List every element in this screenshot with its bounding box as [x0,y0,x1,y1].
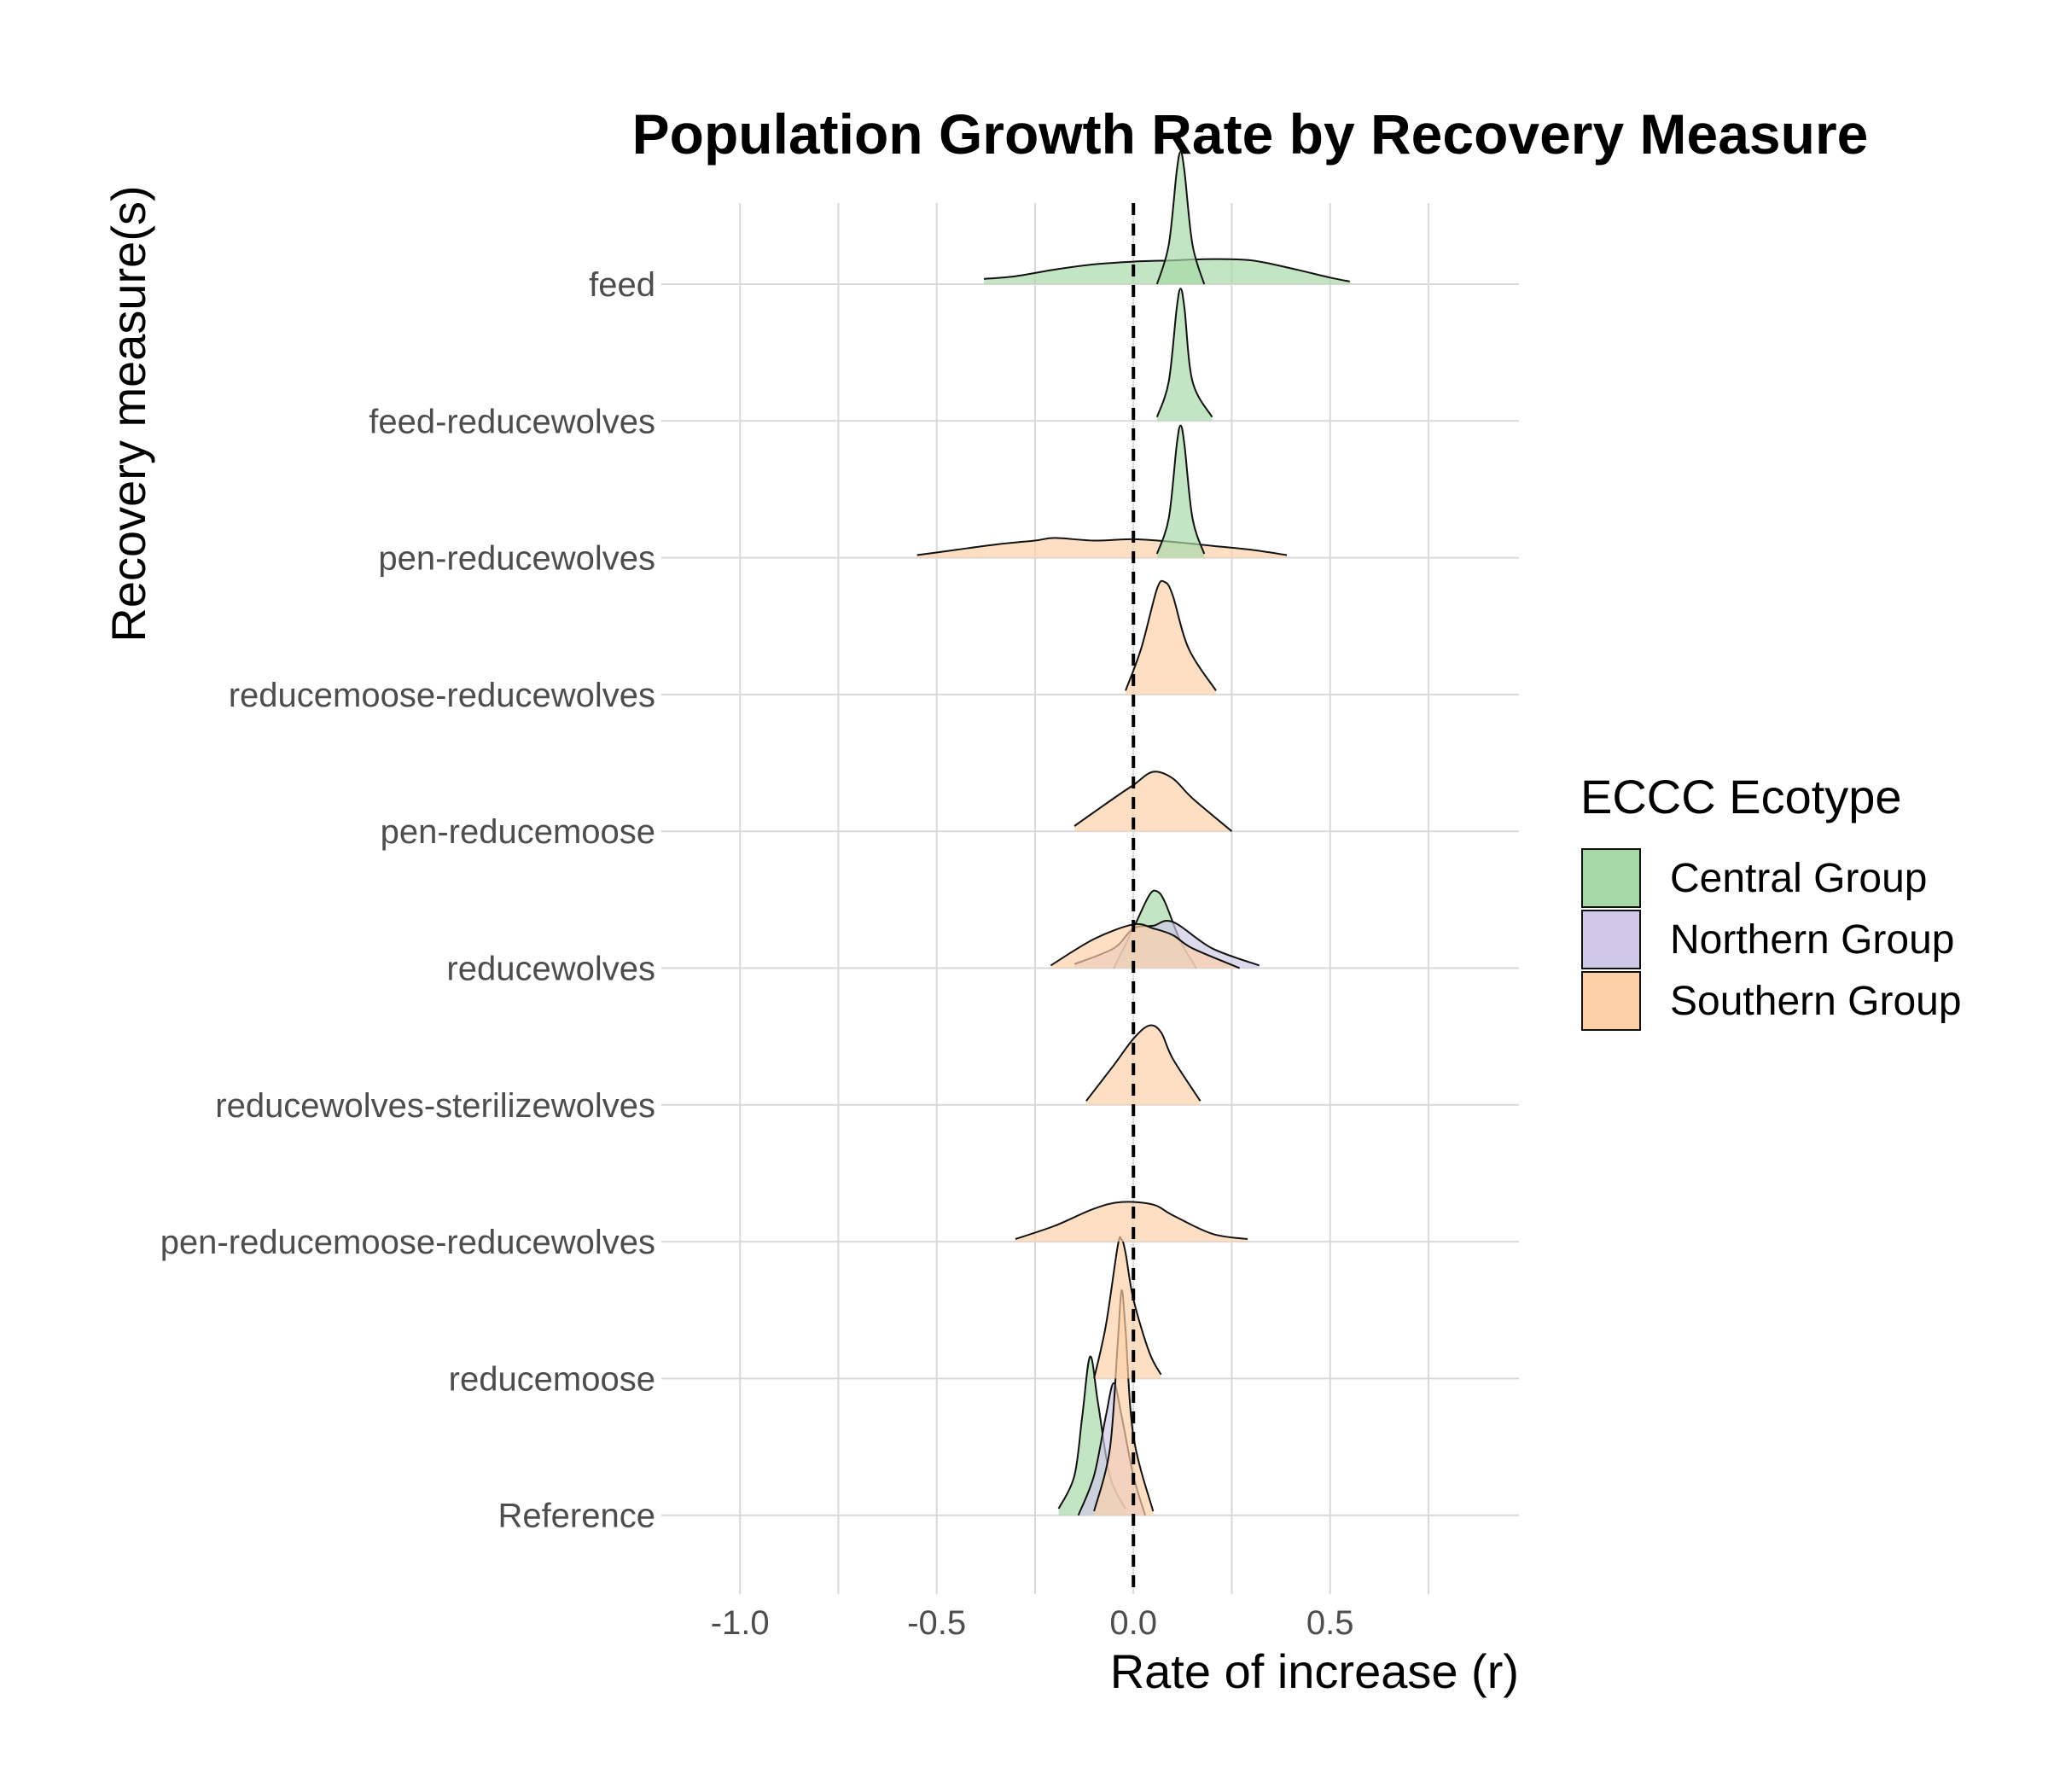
ridge-outline [1015,1201,1248,1240]
y-tick-label-reducewolves: reducewolves [446,951,655,988]
ridge-reducewolves-southern-group [1050,922,1241,969]
legend-label-northern-group: Northern Group [1670,917,1955,963]
ridge-outline [1155,288,1213,418]
ridge-area [1050,923,1240,969]
y-tick-label-pen-reducewolves: pen-reducewolves [378,540,655,578]
y-tick-label-reducemoose: reducemoose [449,1360,655,1398]
x-axis-title: Rate of increase (r) [1110,1644,1519,1698]
legend-label-southern-group: Southern Group [1670,979,1962,1024]
ridge-outline [1050,922,1241,969]
y-axis-tick-labels: feed feed-reducewolves pen-reducewolves red… [160,266,655,1535]
ridge-area [1126,580,1216,695]
ridge-outline [1073,771,1233,832]
ridge-area [1074,771,1232,832]
y-tick-label-feed: feed [589,266,655,304]
ridge-reducemoose-southern-group [1093,1236,1162,1379]
ridge-area [1094,1236,1161,1379]
ridge-area [1085,1025,1201,1105]
ridge-feed-central-group [1155,151,1206,285]
ridge-reducemoose-reducewolves-southern-group [1125,579,1217,695]
x-tick-label: -1.0 [711,1604,770,1642]
legend-title: ECCC Ecotype [1580,770,1902,823]
chart-title: Population Growth Rate by Recovery Measu… [632,102,1869,166]
y-tick-label-reference: Reference [497,1498,655,1535]
ridge-outline [1125,579,1217,691]
ridge-reducewolves-sterilizewolves-southern-group [1085,1024,1201,1105]
legend-swatch-central-group [1581,848,1641,908]
ridge-outline [916,537,1288,556]
x-tick-label: 0.5 [1306,1604,1354,1642]
legend-label-central-group: Central Group [1670,856,1927,901]
ridge-area [1015,1201,1248,1242]
ridge-area [1156,425,1205,558]
ridge-pen-reducewolves-central-group [1155,424,1206,558]
y-tick-label-feed-reducewolves: feed-reducewolves [369,403,655,440]
x-tick-label: -0.5 [907,1604,966,1642]
y-tick-label-pen-reducemoose: pen-reducemoose [381,813,655,851]
ridge-outline [1155,151,1206,285]
ridge-outline [1155,424,1206,555]
ridge-feed-reducewolves-central-group [1155,288,1213,422]
ridge-area [1156,152,1205,284]
ridge-area [1156,288,1213,422]
ridge-pen-reducemoose-southern-group [1073,771,1233,832]
y-tick-label-pen-reducemoose-reducewolves: pen-reducemoose-reducewolves [160,1224,655,1261]
x-tick-label: 0.0 [1109,1604,1157,1642]
y-axis-title: Recovery measure(s) [102,185,155,642]
ridge-pen-reducemoose-reducewolves-southern-group [1015,1201,1248,1242]
ridge-outline [1085,1024,1201,1102]
ridge-outline [1093,1236,1162,1379]
legend: ECCC Ecotype Central Group Northern Group… [1580,770,1962,1031]
y-tick-label-reducemoose-reducewolves: reducemoose-reducewolves [229,677,655,714]
legend-swatch-southern-group [1581,971,1641,1031]
x-axis-tick-labels: -1.0 -0.5 0.0 0.5 [711,1604,1354,1642]
legend-swatch-northern-group [1581,910,1641,969]
y-tick-label-reducewolves-sterilizewolves: reducewolves-sterilizewolves [215,1087,655,1125]
